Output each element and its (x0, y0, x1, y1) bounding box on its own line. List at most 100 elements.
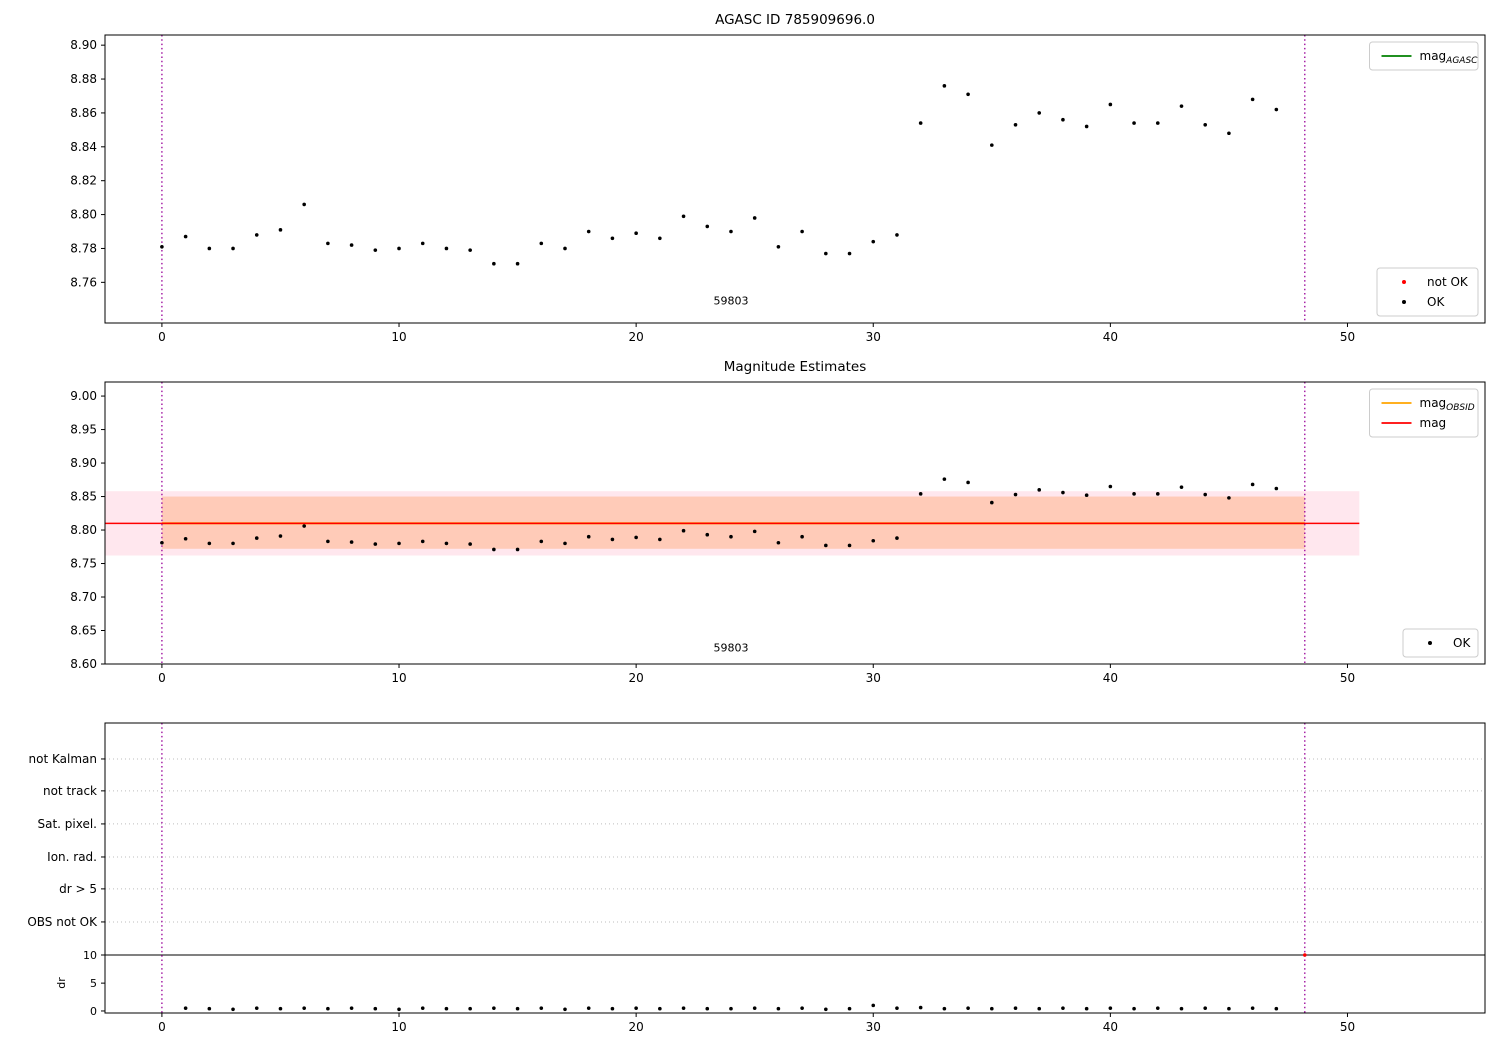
legend-box (1402, 628, 1479, 658)
dr-point-OK (1132, 1006, 1136, 1011)
data-point-OK (729, 534, 733, 539)
plot-magnitude-estimates: 0 10 20 30 40 50 8.60 8.65 8.70 8.75 8.80 8.85 8.90 8… (70, 359, 1486, 685)
dr-point-OK (1061, 1006, 1065, 1010)
data-point-OK (563, 246, 567, 251)
dr-point-OK (563, 1007, 567, 1012)
data-point-OK (515, 547, 520, 552)
data-point-OK (349, 243, 354, 247)
y-tick-label: 8.60 (70, 657, 97, 671)
data-point-OK (420, 241, 425, 246)
data-point-OK (278, 534, 283, 538)
data-point-OK (326, 241, 330, 246)
data-point-OK (634, 535, 638, 540)
data-point-OK (752, 529, 757, 534)
data-point-OK (942, 84, 947, 88)
data-point-OK (444, 541, 449, 546)
dr-point-not-OK (1302, 953, 1307, 957)
dr-point-OK (895, 1006, 899, 1010)
flag-category-label: not track (43, 784, 97, 798)
x-tick-label: 40 (1103, 330, 1118, 344)
dr-point-OK (847, 1006, 852, 1011)
data-point-OK (1061, 490, 1065, 495)
legend-box (1369, 41, 1479, 71)
data-point-OK (468, 248, 472, 252)
plot-mag-agasc: 0 10 20 30 40 50 8.76 8.78 8.80 8.82 8.84 8.86 8.88 8… (70, 12, 1486, 344)
data-point-OK (183, 536, 188, 541)
data-point-OK (231, 246, 235, 251)
dr-tick-label: 10 (83, 949, 97, 962)
legend-swatch-dot (1402, 280, 1406, 284)
data-point-OK (1132, 492, 1136, 496)
data-point-OK (539, 539, 544, 544)
dr-point-OK (302, 1006, 306, 1010)
dr-point-OK (1227, 1006, 1231, 1011)
data-point-OK (254, 233, 259, 237)
dr-axis-label: dr (55, 977, 68, 989)
dr-point-OK (468, 1006, 472, 1011)
data-point-OK (1274, 107, 1279, 112)
data-point-OK (254, 536, 259, 540)
data-point-OK (800, 534, 804, 539)
data-point-OK (420, 539, 425, 544)
dr-point-OK (966, 1006, 970, 1010)
dr-point-OK (918, 1005, 923, 1010)
obsid-label: 59803 (713, 294, 748, 307)
y-tick-label: 8.78 (70, 241, 97, 255)
x-tick-label: 50 (1340, 671, 1355, 685)
flag-category-label: Sat. pixel. (37, 817, 97, 831)
y-tick-label: 8.80 (70, 523, 97, 537)
data-point-OK (1037, 111, 1042, 115)
data-point-OK (373, 248, 378, 252)
data-point-OK (160, 540, 164, 545)
data-point-OK (681, 214, 686, 219)
dr-point-OK (1155, 1006, 1160, 1010)
data-point-OK (1084, 493, 1089, 498)
y-tick-label: 8.90 (70, 38, 97, 52)
dr-point-OK (183, 1006, 188, 1010)
data-point-OK (586, 534, 591, 539)
dr-point-OK (254, 1006, 259, 1010)
plot-title: Magnitude Estimates (724, 359, 866, 375)
data-point-OK (610, 236, 615, 241)
x-tick-label: 40 (1103, 671, 1118, 685)
dr-tick-label: 5 (90, 977, 97, 990)
dr-point-OK (776, 1006, 781, 1011)
dr-point-OK (397, 1007, 401, 1012)
dr-point-OK (990, 1006, 994, 1011)
y-tick-label: 8.86 (70, 106, 97, 120)
x-tick-label: 20 (628, 671, 643, 685)
data-point-OK (492, 547, 496, 552)
data-point-OK (847, 543, 852, 548)
obsid-label: 59803 (713, 641, 748, 654)
x-tick-label: 30 (866, 1020, 881, 1034)
dr-point-OK (420, 1006, 425, 1010)
dr-point-OK (373, 1006, 378, 1011)
flag-category-label: Ion. rad. (47, 850, 97, 864)
legend-top-right: magOBSID mag (1369, 388, 1479, 438)
dr-point-OK (1274, 1006, 1279, 1011)
data-point-OK (1179, 485, 1184, 489)
legend-label: OK (1427, 295, 1445, 309)
data-point-OK (207, 246, 212, 251)
data-point-OK (1227, 496, 1231, 500)
data-point-OK (1013, 122, 1018, 127)
x-tick-label: 0 (158, 1020, 166, 1034)
x-tick-label: 10 (391, 330, 406, 344)
y-tick-label: 8.95 (70, 423, 97, 437)
axes-frame (104, 381, 1486, 665)
dr-point-OK (729, 1006, 733, 1011)
x-tick-label: 50 (1340, 1020, 1355, 1034)
dr-point-OK (515, 1006, 520, 1011)
dr-point-OK (539, 1006, 544, 1010)
axes-frame (104, 34, 1486, 324)
data-point-OK (658, 236, 662, 241)
flag-category-label: not Kalman (29, 752, 97, 766)
legend-swatch-dot (1428, 641, 1432, 645)
x-tick-label: 0 (158, 330, 166, 344)
data-point-OK (729, 229, 733, 234)
data-point-OK (871, 538, 876, 543)
legend-top-right: magAGASC (1369, 41, 1479, 71)
data-point-OK (515, 261, 520, 266)
legend-bottom-right: not OK OK (1376, 267, 1479, 317)
dr-point-OK (634, 1006, 638, 1010)
